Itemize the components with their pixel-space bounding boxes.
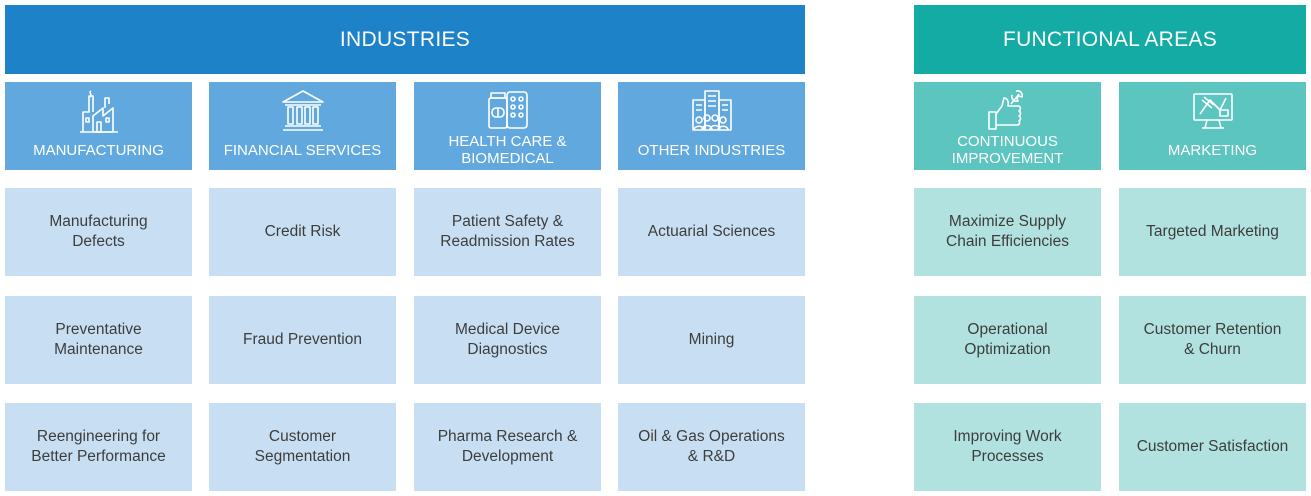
- grid-cell: Actuarial Sciences: [618, 188, 805, 276]
- category-label: HEALTH CARE & BIOMEDICAL: [448, 133, 567, 167]
- category-manufacturing: MANUFACTURING: [5, 82, 192, 170]
- factory-icon: [76, 88, 122, 134]
- category-label: OTHER INDUSTRIES: [637, 141, 786, 159]
- category-health-care: HEALTH CARE & BIOMEDICAL: [414, 82, 601, 170]
- grid-cell: Preventative Maintenance: [5, 296, 192, 384]
- category-label: MANUFACTURING: [33, 141, 164, 159]
- grid-cell: Operational Optimization: [914, 296, 1101, 384]
- bank-icon: [280, 88, 326, 134]
- category-label: FINANCIAL SERVICES: [223, 141, 382, 159]
- industries-title: INDUSTRIES: [339, 27, 471, 51]
- grid-cell: Fraud Prevention: [209, 296, 396, 384]
- category-other-industries: OTHER INDUSTRIES: [618, 82, 805, 170]
- grid-cell: Customer Satisfaction: [1119, 403, 1306, 491]
- category-label: MARKETING: [1167, 141, 1258, 159]
- grid-cell: Patient Safety & Readmission Rates: [414, 188, 601, 276]
- grid-cell: Credit Risk: [209, 188, 396, 276]
- grid-cell: Customer Retention & Churn: [1119, 296, 1306, 384]
- category-label: CONTINUOUS IMPROVEMENT: [951, 133, 1064, 167]
- medicine-icon: [485, 88, 531, 134]
- category-continuous-improvement: CONTINUOUS IMPROVEMENT: [914, 82, 1101, 170]
- grid-cell: Targeted Marketing: [1119, 188, 1306, 276]
- grid-cell: Manufacturing Defects: [5, 188, 192, 276]
- grid-cell: Improving Work Processes: [914, 403, 1101, 491]
- buildings-icon: [689, 88, 735, 134]
- grid-cell: Reengineering for Better Performance: [5, 403, 192, 491]
- thumbs-up-wrench-icon: [985, 88, 1031, 134]
- industries-banner: INDUSTRIES: [5, 5, 805, 74]
- category-financial-services: FINANCIAL SERVICES: [209, 82, 396, 170]
- grid-cell: Mining: [618, 296, 805, 384]
- grid-cell: Pharma Research & Development: [414, 403, 601, 491]
- grid-cell: Medical Device Diagnostics: [414, 296, 601, 384]
- grid-cell: Maximize Supply Chain Efficiencies: [914, 188, 1101, 276]
- grid-cell: Oil & Gas Operations & R&D: [618, 403, 805, 491]
- marketing-monitor-icon: [1190, 88, 1236, 134]
- grid-cell: Customer Segmentation: [209, 403, 396, 491]
- functional-areas-banner: FUNCTIONAL AREAS: [914, 5, 1306, 74]
- functional-areas-title: FUNCTIONAL AREAS: [1002, 27, 1218, 51]
- category-marketing: MARKETING: [1119, 82, 1306, 170]
